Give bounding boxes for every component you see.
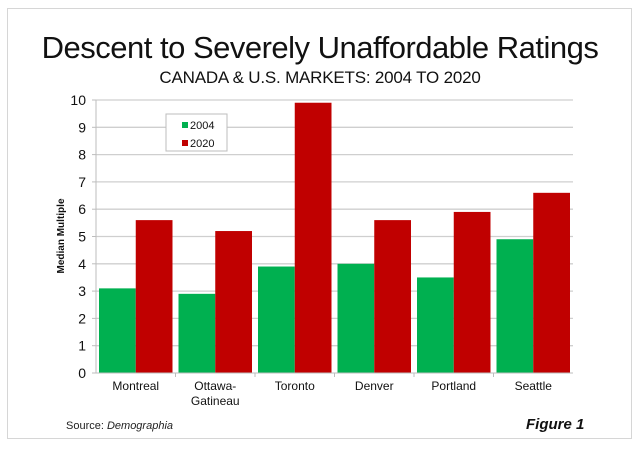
legend: 2004 2020 <box>165 113 228 152</box>
bar-2020-portland <box>453 211 491 373</box>
y-tick-labels: 0 1 2 3 4 5 6 7 8 9 10 <box>70 92 86 381</box>
x-tick-label: Denver <box>355 379 394 393</box>
axes <box>92 99 573 377</box>
bar-2004-toronto <box>258 266 295 373</box>
bar-2004-denver <box>337 263 375 373</box>
y-tick-label: 1 <box>78 338 86 354</box>
source-prefix: Source: <box>66 420 107 432</box>
y-tick-label: 6 <box>78 201 86 217</box>
bar-2020-toronto <box>294 102 332 373</box>
legend-box <box>165 113 228 152</box>
y-tick-label: 9 <box>78 119 86 135</box>
gridlines <box>96 99 573 347</box>
bar-2004-portland <box>417 277 454 373</box>
bar-2004-ottawa-gatineau <box>178 293 216 373</box>
bar-2004-seattle <box>496 239 534 373</box>
x-tick-label: Toronto <box>275 379 315 393</box>
x-tick-label: Seattle <box>515 379 553 393</box>
y-tick-label: 4 <box>78 256 86 272</box>
bars <box>99 102 570 373</box>
y-tick-label: 10 <box>70 92 86 108</box>
x-tick-labels: Montreal Ottawa-Gatineau Toronto Denver Port… <box>112 379 552 408</box>
x-tick-label: Gatineau <box>191 394 240 408</box>
x-tick-label: Ottawa- <box>194 379 236 393</box>
legend-label-2004: 2004 <box>190 120 214 132</box>
x-tick-label: Montreal <box>112 379 159 393</box>
figure-label: Figure 1 <box>526 416 585 433</box>
y-tick-label: 5 <box>78 229 86 245</box>
legend-swatch-2020 <box>182 140 188 146</box>
y-tick-label: 0 <box>78 365 86 381</box>
y-axis-label: Median Multiple <box>56 198 67 273</box>
bar-2020-montreal <box>135 220 173 373</box>
chart-subtitle: CANADA & U.S. MARKETS: 2004 TO 2020 <box>159 68 481 87</box>
source-note: Source: Demographia <box>66 420 173 432</box>
bar-2004-montreal <box>99 288 136 373</box>
legend-label-2020: 2020 <box>190 138 214 150</box>
chart-title: Descent to Severely Unaffordable Ratings <box>41 30 599 65</box>
bar-2020-seattle <box>533 192 570 373</box>
legend-swatch-2004 <box>182 122 188 128</box>
x-tick-label: Portland <box>431 379 476 393</box>
bar-2020-denver <box>374 220 411 373</box>
y-tick-label: 3 <box>78 283 86 299</box>
y-tick-label: 7 <box>78 174 86 190</box>
y-tick-label: 8 <box>78 147 86 163</box>
bar-2020-ottawa-gatineau <box>215 231 252 373</box>
source-name: Demographia <box>106 420 174 432</box>
y-tick-label: 2 <box>78 310 86 326</box>
